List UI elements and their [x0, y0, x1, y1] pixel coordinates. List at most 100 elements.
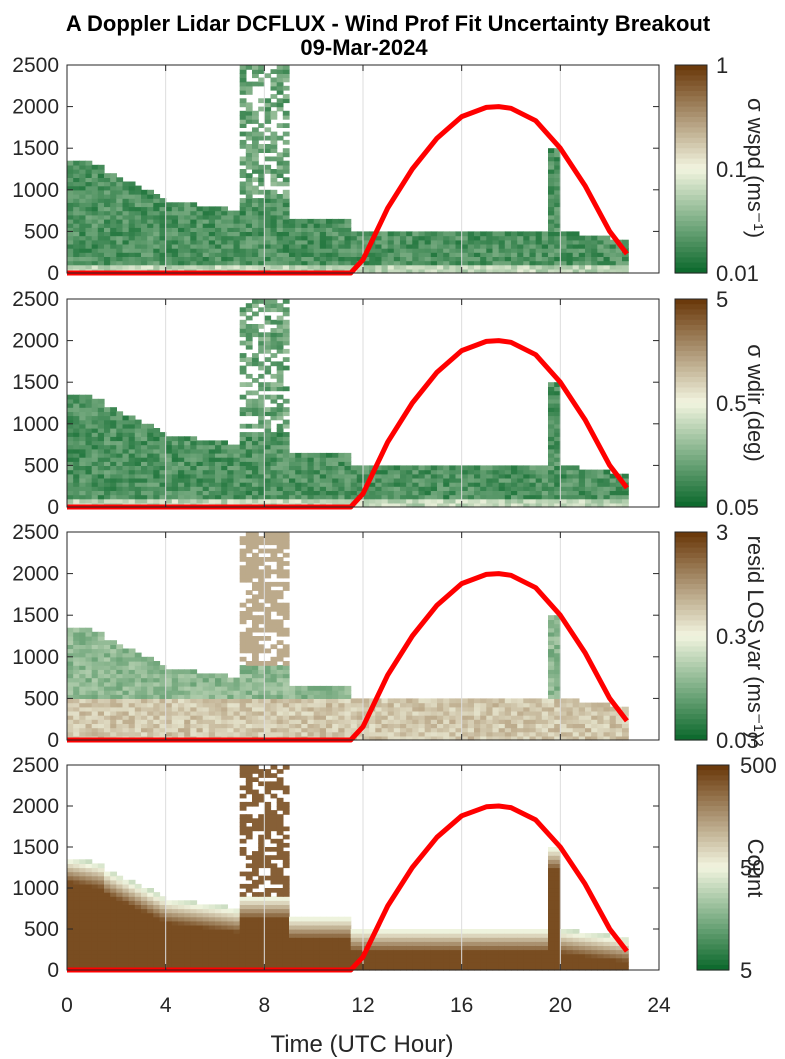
heatmap-cell — [134, 256, 142, 262]
heatmap-cell — [591, 706, 598, 712]
heatmap-cell — [252, 482, 259, 487]
heatmap-cell — [67, 896, 74, 901]
heatmap-cell — [134, 419, 142, 425]
heatmap-cell — [424, 710, 432, 716]
heatmap-cell — [110, 904, 117, 910]
heatmap-cell — [159, 486, 167, 491]
heatmap-cell — [233, 482, 241, 487]
heatmap-cell — [387, 719, 395, 724]
heatmap-cell — [104, 477, 111, 483]
heatmap-cell — [252, 231, 259, 237]
heatmap-cell — [548, 152, 555, 158]
heatmap-cell — [276, 731, 284, 737]
heatmap-cell — [245, 561, 253, 566]
heatmap-cell — [91, 223, 99, 228]
heatmap-cell — [202, 243, 210, 249]
y-tick-label: 0 — [47, 262, 59, 285]
heatmap-cell — [276, 264, 284, 270]
heatmap-cell — [97, 432, 105, 437]
heatmap-cell — [498, 494, 506, 500]
heatmap-cell — [301, 715, 309, 720]
heatmap-cell — [560, 731, 568, 737]
heatmap-cell — [270, 361, 278, 367]
heatmap-cell — [233, 448, 241, 454]
heatmap-cell — [480, 473, 487, 479]
heatmap-cell — [208, 727, 216, 733]
heatmap-cell — [171, 210, 179, 216]
heatmap-cell — [141, 677, 148, 683]
heatmap-cell — [289, 239, 296, 245]
heatmap-cell — [363, 473, 370, 479]
heatmap-cell — [67, 473, 74, 479]
heatmap-cell — [159, 681, 167, 687]
heatmap-cell — [443, 243, 450, 249]
heatmap-cell — [449, 494, 457, 500]
heatmap-cell — [190, 239, 198, 245]
heatmap-cell — [245, 727, 253, 733]
heatmap-cell — [548, 194, 555, 199]
heatmap-cell — [79, 494, 87, 500]
heatmap-cell — [79, 912, 87, 918]
heatmap-cell — [282, 227, 290, 232]
heatmap-cell — [97, 904, 105, 910]
heatmap-cell — [412, 715, 420, 720]
heatmap-cell — [79, 177, 87, 183]
heatmap-cell — [79, 252, 87, 257]
heatmap-cell — [264, 394, 272, 400]
heatmap-cell — [276, 319, 284, 325]
heatmap-cell — [295, 243, 302, 249]
heatmap-cell — [258, 202, 265, 208]
heatmap-cell — [276, 252, 284, 257]
heatmap-cell — [208, 715, 216, 720]
heatmap-cell — [91, 648, 99, 654]
heatmap-cell — [289, 715, 296, 720]
heatmap-cell — [443, 494, 450, 500]
heatmap-cell — [449, 252, 457, 257]
heatmap-cell — [301, 702, 309, 708]
heatmap-cell — [190, 452, 198, 458]
heatmap-cell — [171, 465, 179, 471]
heatmap-cell — [276, 494, 284, 500]
heatmap-cell — [159, 694, 167, 699]
heatmap-cell — [128, 727, 136, 733]
heatmap-cell — [270, 673, 278, 679]
heatmap-cell — [128, 698, 136, 704]
heatmap-cell — [73, 432, 80, 437]
heatmap-cell — [313, 218, 321, 224]
heatmap-cell — [282, 665, 290, 670]
heatmap-cell — [122, 457, 130, 462]
colorbar-swatch — [675, 491, 707, 498]
heatmap-cell — [560, 482, 568, 487]
heatmap-cell — [356, 469, 364, 475]
heatmap-cell — [350, 260, 358, 266]
heatmap-cell — [517, 494, 524, 500]
heatmap-cell — [116, 214, 124, 220]
heatmap-cell — [141, 694, 148, 699]
heatmap-cell — [171, 202, 179, 208]
heatmap-cell — [147, 490, 154, 496]
heatmap-cell — [159, 214, 167, 220]
heatmap-cell — [110, 498, 117, 504]
heatmap-cell — [424, 502, 432, 508]
heatmap-cell — [67, 252, 74, 257]
heatmap-cell — [535, 719, 543, 724]
heatmap-cell — [104, 698, 111, 704]
heatmap-cell — [615, 260, 623, 266]
heatmap-cell — [134, 440, 142, 446]
heatmap-cell — [270, 436, 278, 442]
heatmap-cell — [554, 160, 561, 166]
heatmap-cell — [270, 114, 278, 120]
heatmap-cell — [97, 252, 105, 257]
heatmap-cell — [264, 299, 272, 304]
heatmap-cell — [387, 490, 395, 496]
heatmap-cell — [270, 690, 278, 695]
heatmap-cell — [79, 652, 87, 658]
heatmap-cell — [147, 198, 154, 203]
heatmap-cell — [147, 681, 154, 687]
heatmap-cell — [276, 315, 284, 321]
heatmap-cell — [424, 698, 432, 704]
heatmap-cell — [67, 169, 74, 174]
heatmap-cell — [67, 218, 74, 224]
heatmap-cell — [363, 256, 370, 262]
heatmap-cell — [461, 260, 469, 266]
